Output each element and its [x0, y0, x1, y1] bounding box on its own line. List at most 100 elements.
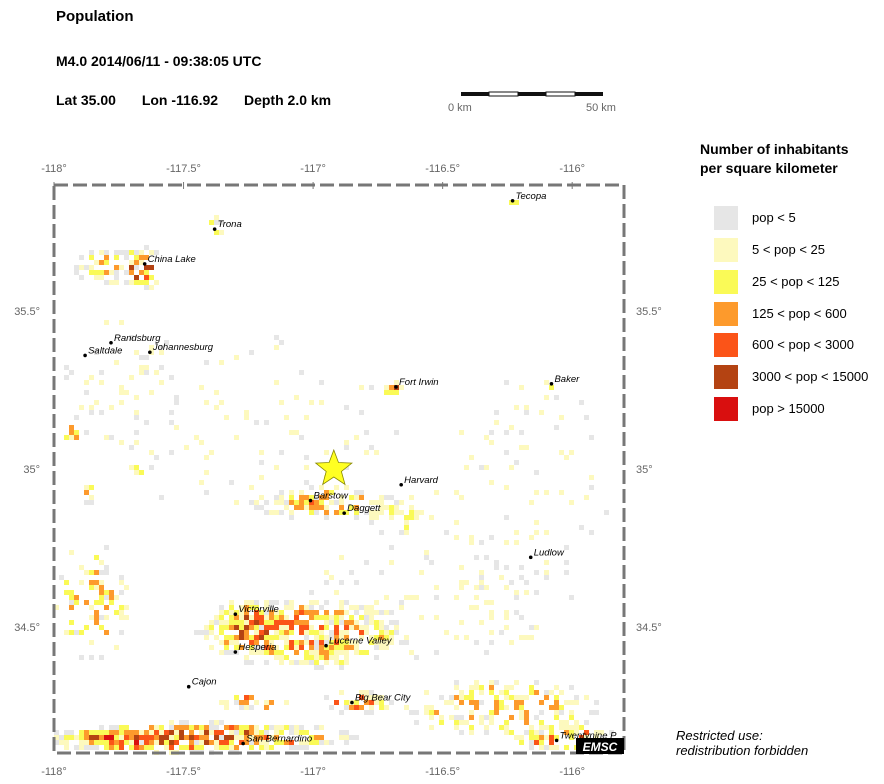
population-cell [459, 580, 464, 585]
population-cell [504, 705, 509, 710]
population-cell [169, 450, 174, 455]
lat-tick-label-left: 35° [23, 464, 40, 476]
population-cell [309, 735, 314, 740]
graticule-labels: -118° -117.5° -117° -116.5° -116° -118° -117.5… [14, 163, 662, 778]
population-cell [364, 610, 369, 615]
population-cell [374, 625, 379, 630]
population-cell [204, 455, 209, 460]
city-dot [233, 612, 238, 616]
population-cell [434, 650, 439, 655]
population-cell [504, 695, 509, 700]
population-cell [64, 735, 69, 740]
population-cell [149, 725, 154, 730]
population-cell [354, 700, 359, 705]
scale-left-label: 0 km [448, 102, 472, 114]
population-cell [529, 740, 534, 745]
population-cell [584, 720, 589, 725]
population-cell [119, 575, 124, 580]
population-cell [314, 635, 319, 640]
population-cell [454, 535, 459, 540]
population-cell [479, 540, 484, 545]
population-cell [149, 735, 154, 740]
population-cell [134, 250, 139, 255]
population-cell [404, 705, 409, 710]
population-cell [514, 695, 519, 700]
population-cell [454, 705, 459, 710]
lon-tick-label-top: -116.5° [425, 163, 460, 175]
population-cell [94, 275, 99, 280]
population-cell [539, 735, 544, 740]
population-cell [114, 595, 119, 600]
population-cell [514, 705, 519, 710]
population-cell [254, 630, 259, 635]
population-cell [389, 505, 394, 510]
population-cell [284, 505, 289, 510]
population-cell [144, 735, 149, 740]
population-cell [104, 570, 109, 575]
population-cell [79, 730, 84, 735]
population-cell [224, 415, 229, 420]
population-cell [289, 645, 294, 650]
population-cell [369, 515, 374, 520]
population-cell [419, 570, 424, 575]
population-cell [309, 605, 314, 610]
population-cell [99, 410, 104, 415]
population-cell [474, 585, 479, 590]
population-cell [454, 720, 459, 725]
population-cell [299, 630, 304, 635]
population-cell [249, 745, 254, 750]
population-cell [564, 570, 569, 575]
population-cell [284, 620, 289, 625]
population-cell [534, 730, 539, 735]
population-cell [474, 685, 479, 690]
population-cell [64, 745, 69, 750]
population-cell [224, 740, 229, 745]
population-cell [364, 695, 369, 700]
population-cell [469, 535, 474, 540]
population-cell [144, 280, 149, 285]
population-cell [554, 705, 559, 710]
population-cell [484, 730, 489, 735]
population-cell [534, 690, 539, 695]
population-cell [339, 495, 344, 500]
population-cell [134, 395, 139, 400]
population-cell [304, 640, 309, 645]
population-cell [329, 615, 334, 620]
population-cell [129, 265, 134, 270]
population-cell [384, 390, 389, 395]
population-cell [244, 705, 249, 710]
population-cell [579, 400, 584, 405]
population-cell [134, 470, 139, 475]
population-cell [94, 620, 99, 625]
population-cell [259, 505, 264, 510]
population-cell [519, 700, 524, 705]
population-cell [84, 380, 89, 385]
population-cell [519, 635, 524, 640]
population-cell [309, 660, 314, 665]
population-cell [544, 690, 549, 695]
population-cell [244, 610, 249, 615]
population-cell [69, 630, 74, 635]
population-cell [99, 250, 104, 255]
population-cell [114, 270, 119, 275]
population-cell [549, 740, 554, 745]
legend-label: 25 < pop < 125 [752, 274, 840, 289]
population-cell [389, 635, 394, 640]
population-cell [534, 735, 539, 740]
population-cell [134, 265, 139, 270]
population-cell [589, 435, 594, 440]
population-cell [499, 630, 504, 635]
population-cell [104, 280, 109, 285]
population-cell [79, 275, 84, 280]
population-cell [379, 510, 384, 515]
population-cell [219, 630, 224, 635]
population-cell [449, 695, 454, 700]
population-cell [89, 405, 94, 410]
population-cell [279, 630, 284, 635]
population-cell [344, 650, 349, 655]
population-cell [139, 270, 144, 275]
population-cell [354, 650, 359, 655]
population-cell [399, 385, 404, 390]
population-cell [389, 510, 394, 515]
